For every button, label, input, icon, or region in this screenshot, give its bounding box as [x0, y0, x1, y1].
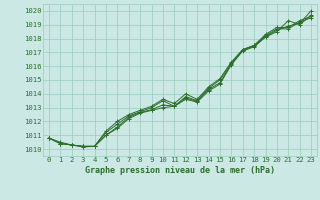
X-axis label: Graphe pression niveau de la mer (hPa): Graphe pression niveau de la mer (hPa) [85, 166, 275, 175]
